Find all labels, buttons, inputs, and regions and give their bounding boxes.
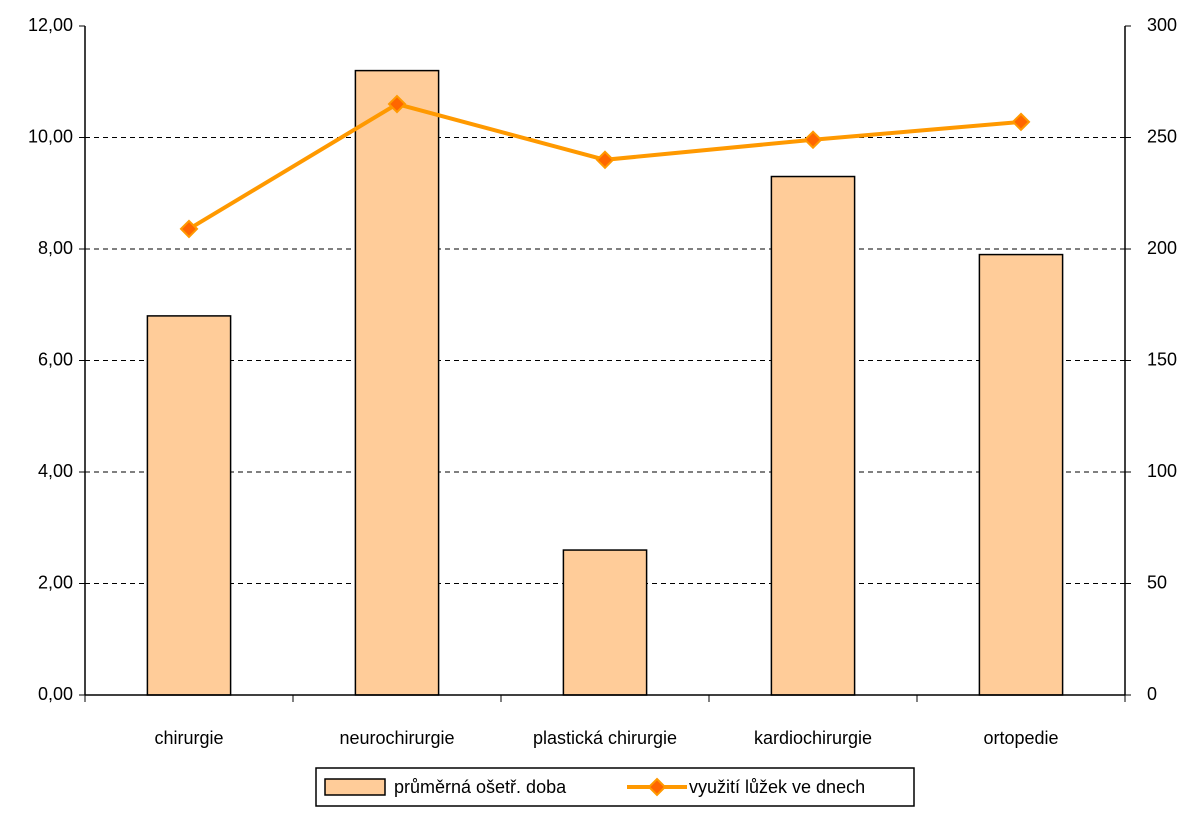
legend-swatch <box>324 778 386 796</box>
y-tick-label: 12,00 <box>28 15 73 35</box>
y-tick-label: 10,00 <box>28 126 73 146</box>
legend-box <box>315 767 915 807</box>
y-tick-label: 4,00 <box>38 461 73 481</box>
y2-tick-label: 100 <box>1147 461 1177 481</box>
y2-tick-label: 250 <box>1147 126 1177 146</box>
x-tick-label: ortopedie <box>983 728 1058 748</box>
y-tick-label: 2,00 <box>38 572 73 592</box>
x-tick-label: kardiochirurgie <box>754 728 872 748</box>
legend-label: využití lůžek ve dnech <box>689 777 865 797</box>
marker <box>1011 112 1031 132</box>
y2-tick-label: 200 <box>1147 238 1177 258</box>
bar <box>978 253 1064 696</box>
marker <box>179 219 199 239</box>
x-tick-label: plastická chirurgie <box>533 728 677 748</box>
x-tick-label: neurochirurgie <box>339 728 454 748</box>
bar <box>562 549 648 696</box>
bar <box>354 69 440 696</box>
y2-tick-label: 0 <box>1147 684 1157 704</box>
marker <box>803 130 823 150</box>
y-tick-label: 8,00 <box>38 238 73 258</box>
legend-marker <box>647 777 667 797</box>
y-tick-label: 0,00 <box>38 684 73 704</box>
legend-label: průměrná ošetř. doba <box>394 777 567 797</box>
y2-tick-label: 300 <box>1147 15 1177 35</box>
y2-tick-label: 50 <box>1147 572 1167 592</box>
marker <box>595 150 615 170</box>
bar <box>146 315 232 696</box>
bar <box>770 175 856 696</box>
y2-tick-label: 150 <box>1147 349 1177 369</box>
y-tick-label: 6,00 <box>38 349 73 369</box>
marker <box>387 94 407 114</box>
x-tick-label: chirurgie <box>154 728 223 748</box>
